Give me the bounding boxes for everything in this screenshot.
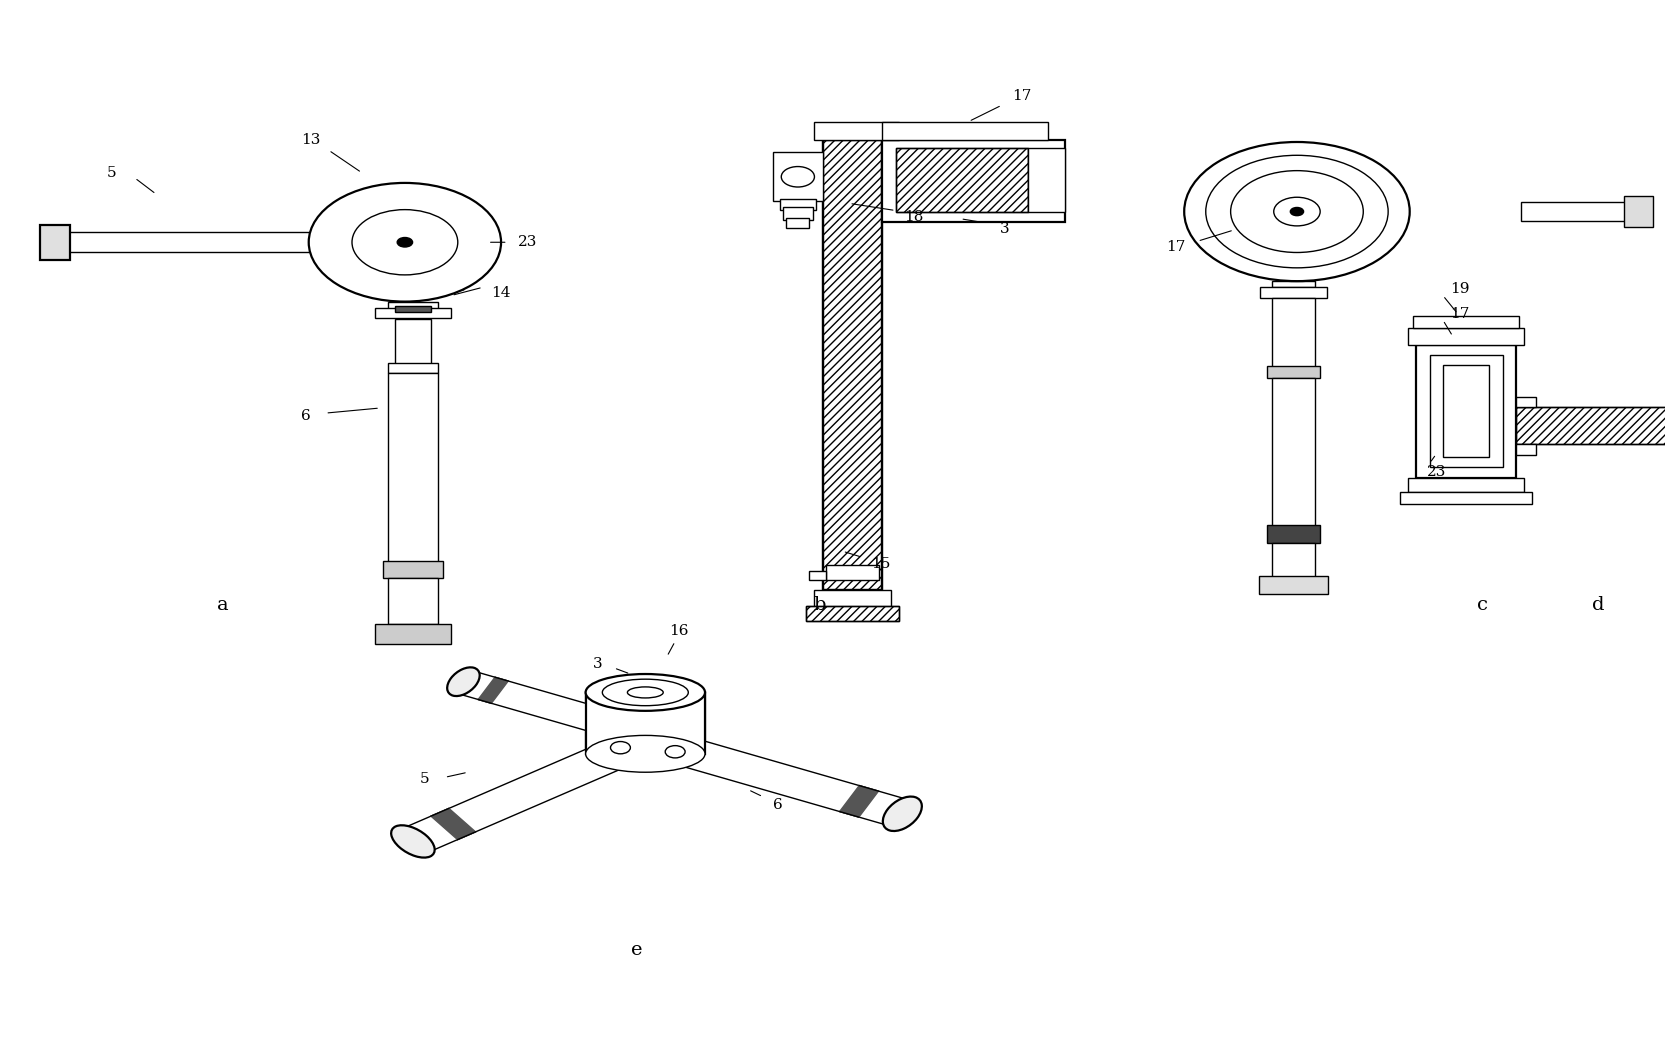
Text: 23: 23	[518, 235, 537, 249]
Ellipse shape	[446, 668, 480, 696]
Bar	[375, 624, 451, 644]
Bar	[1261, 287, 1328, 298]
Text: 17: 17	[1012, 89, 1032, 103]
Text: 23: 23	[1426, 466, 1446, 479]
Text: 5: 5	[107, 166, 117, 179]
Ellipse shape	[883, 796, 921, 831]
Bar	[814, 121, 900, 140]
Bar	[395, 306, 431, 312]
Bar	[1272, 379, 1316, 527]
Text: 3: 3	[1000, 222, 1010, 236]
Bar	[806, 607, 900, 621]
Bar	[1624, 196, 1654, 227]
Bar	[772, 152, 823, 201]
Bar	[1430, 355, 1503, 468]
Bar	[1028, 148, 1065, 212]
Circle shape	[665, 746, 686, 758]
Bar	[376, 229, 406, 255]
Text: c: c	[1476, 596, 1488, 615]
Bar	[823, 140, 883, 590]
Text: e: e	[632, 942, 642, 959]
Text: 6: 6	[301, 410, 311, 423]
Bar	[395, 319, 431, 368]
Bar	[383, 561, 443, 578]
Text: 3: 3	[592, 656, 602, 671]
Bar	[388, 302, 438, 310]
Bar	[896, 148, 1028, 212]
Bar	[375, 308, 451, 318]
Circle shape	[398, 237, 413, 247]
Circle shape	[781, 167, 814, 187]
Circle shape	[353, 209, 458, 275]
Bar	[1443, 365, 1490, 457]
Text: 14: 14	[492, 286, 512, 301]
Bar	[896, 148, 1028, 212]
Circle shape	[1274, 197, 1321, 226]
Bar	[1272, 281, 1316, 287]
Bar	[585, 693, 706, 754]
Bar	[40, 225, 70, 259]
Text: 19: 19	[1450, 282, 1470, 297]
Bar	[1259, 576, 1329, 594]
Bar	[826, 564, 879, 580]
Bar	[883, 140, 1065, 222]
Circle shape	[610, 741, 630, 754]
Text: 13: 13	[301, 133, 319, 147]
Bar	[1416, 344, 1517, 478]
Text: 17: 17	[1450, 307, 1470, 320]
Ellipse shape	[627, 686, 664, 698]
Bar	[1267, 366, 1321, 379]
Bar	[883, 121, 1048, 140]
Circle shape	[1184, 142, 1409, 281]
Bar	[814, 590, 891, 609]
Ellipse shape	[391, 825, 435, 858]
Circle shape	[1291, 207, 1304, 216]
Polygon shape	[431, 809, 475, 840]
Text: a: a	[217, 596, 229, 615]
Polygon shape	[400, 733, 650, 853]
Polygon shape	[455, 671, 637, 740]
Bar	[779, 199, 816, 209]
Text: 16: 16	[669, 624, 689, 638]
Bar	[1517, 397, 1535, 408]
Text: 17: 17	[1167, 241, 1185, 254]
Text: 18: 18	[905, 209, 923, 224]
Bar	[388, 224, 418, 260]
Bar	[1517, 444, 1535, 454]
Bar	[1517, 408, 1672, 444]
Bar	[823, 140, 883, 590]
Ellipse shape	[602, 679, 689, 706]
Bar	[388, 578, 438, 624]
Bar	[1517, 408, 1672, 444]
Ellipse shape	[585, 674, 706, 710]
Bar	[1408, 328, 1525, 344]
Text: b: b	[813, 596, 826, 615]
Bar	[1399, 492, 1533, 504]
Circle shape	[309, 183, 502, 302]
Bar	[1522, 202, 1632, 221]
Ellipse shape	[585, 735, 706, 773]
Text: 6: 6	[772, 797, 782, 812]
Circle shape	[1206, 156, 1388, 268]
Text: 5: 5	[420, 773, 430, 786]
Bar	[388, 373, 438, 562]
Bar	[1272, 298, 1316, 368]
Bar	[786, 218, 809, 228]
Bar	[1408, 478, 1525, 492]
Polygon shape	[839, 786, 878, 817]
Bar	[1267, 525, 1321, 543]
Bar	[388, 363, 438, 373]
Bar	[1272, 543, 1316, 578]
Circle shape	[1231, 171, 1363, 252]
Bar	[806, 607, 900, 621]
Bar	[1413, 316, 1520, 328]
Bar	[782, 207, 813, 220]
Bar	[809, 570, 826, 580]
Text: d: d	[1592, 596, 1605, 615]
Polygon shape	[478, 677, 508, 703]
Text: 15: 15	[871, 557, 891, 570]
Polygon shape	[652, 732, 913, 826]
